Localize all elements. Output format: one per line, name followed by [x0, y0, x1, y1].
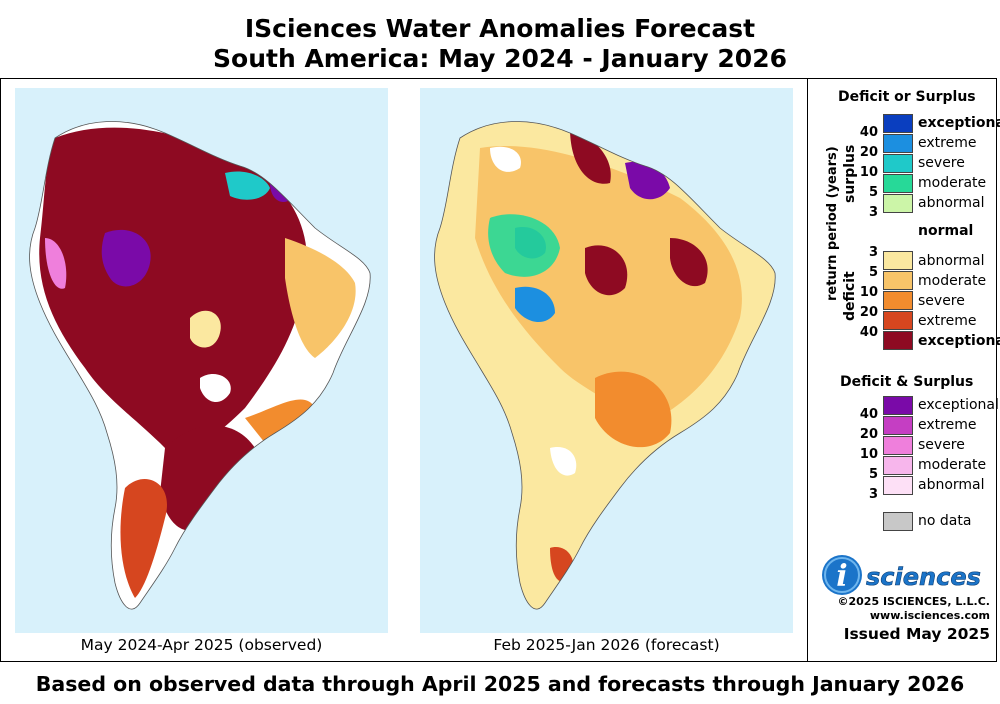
swatch-deficit-moderate	[883, 271, 913, 290]
rp-deficit-40: 40	[859, 325, 878, 340]
label-deficit-exceptional: exceptional	[918, 333, 1000, 349]
label-deficit-abnormal: abnormal	[918, 253, 985, 269]
swatch-deficit-exceptional	[883, 331, 913, 350]
rp-deficit-20: 20	[859, 305, 878, 320]
copyright: ©2025 ISCIENCES, L.L.C.	[837, 595, 991, 608]
label-surplus-exceptional: exceptional	[918, 115, 1000, 131]
swatch-no-data	[883, 512, 913, 531]
swatch-surplus-abnormal	[883, 194, 913, 213]
swatch-surplus-exceptional	[883, 114, 913, 133]
observed-map	[15, 88, 388, 633]
swatch-both-extreme	[883, 416, 913, 435]
rp-surplus-20: 20	[859, 145, 878, 160]
swatch-both-severe	[883, 436, 913, 455]
label-both-extreme: extreme	[918, 417, 977, 433]
rp-surplus-5: 5	[868, 185, 878, 200]
rp-both-10: 10	[859, 447, 878, 462]
label-surplus-extreme: extreme	[918, 135, 977, 151]
rp-both-20: 20	[859, 427, 878, 442]
map-subtitle: South America: May 2024 - January 2026	[213, 44, 787, 73]
label-surplus-moderate: moderate	[918, 175, 987, 191]
label-deficit-severe: severe	[918, 293, 965, 309]
label-deficit-extreme: extreme	[918, 313, 977, 329]
swatch-deficit-extreme	[883, 311, 913, 330]
continent-outline	[434, 121, 776, 610]
map-title: ISciences Water Anomalies Forecast	[244, 14, 756, 43]
legend-deficit-and-surplus-title: Deficit & Surplus	[840, 374, 974, 390]
forecast-map	[420, 88, 793, 633]
rp-both-5: 5	[868, 467, 878, 482]
label-no-data: no data	[918, 513, 972, 529]
logo-i: i	[836, 559, 847, 594]
rp-deficit-3: 3	[868, 245, 878, 260]
swatch-surplus-severe	[883, 154, 913, 173]
rp-both-3: 3	[868, 487, 878, 502]
logo-wordmark: sciences	[866, 563, 981, 591]
footer-note: Based on observed data through April 202…	[35, 672, 965, 696]
swatch-both-moderate	[883, 456, 913, 475]
legend-panel: Deficit or Surplus return period (years)…	[808, 79, 1000, 661]
rp-surplus-40: 40	[859, 125, 878, 140]
swatch-surplus-moderate	[883, 174, 913, 193]
label-both-moderate: moderate	[918, 457, 987, 473]
website-link[interactable]: www.isciences.com	[869, 609, 990, 622]
legend-divider	[807, 78, 808, 662]
continent-outline	[29, 121, 371, 610]
logo-circle	[822, 555, 862, 595]
rp-surplus-10: 10	[859, 165, 878, 180]
label-surplus-severe: severe	[918, 155, 965, 171]
label-both-exceptional: exceptional	[918, 397, 999, 413]
rp-surplus-3: 3	[868, 205, 878, 220]
label-both-severe: severe	[918, 437, 965, 453]
label-both-abnormal: abnormal	[918, 477, 985, 493]
label-normal: normal	[918, 223, 974, 239]
label-deficit-moderate: moderate	[918, 273, 987, 289]
forecast-map-caption: Feb 2025-Jan 2026 (forecast)	[493, 636, 720, 654]
rp-deficit-5: 5	[868, 265, 878, 280]
isciences-logo: i sciences	[820, 553, 990, 597]
issued-date: Issued May 2025	[843, 625, 990, 643]
swatch-deficit-abnormal	[883, 251, 913, 270]
rp-deficit-10: 10	[859, 285, 878, 300]
figure-frame	[0, 78, 997, 662]
label-surplus-abnormal: abnormal	[918, 195, 985, 211]
swatch-deficit-severe	[883, 291, 913, 310]
rp-both-40: 40	[859, 407, 878, 422]
swatch-both-abnormal	[883, 476, 913, 495]
swatch-both-exceptional	[883, 396, 913, 415]
observed-map-caption: May 2024-Apr 2025 (observed)	[80, 636, 323, 654]
legend-axis-label: return period (years)	[825, 146, 840, 301]
swatch-surplus-extreme	[883, 134, 913, 153]
legend-deficit-or-surplus-title: Deficit or Surplus	[838, 89, 976, 105]
